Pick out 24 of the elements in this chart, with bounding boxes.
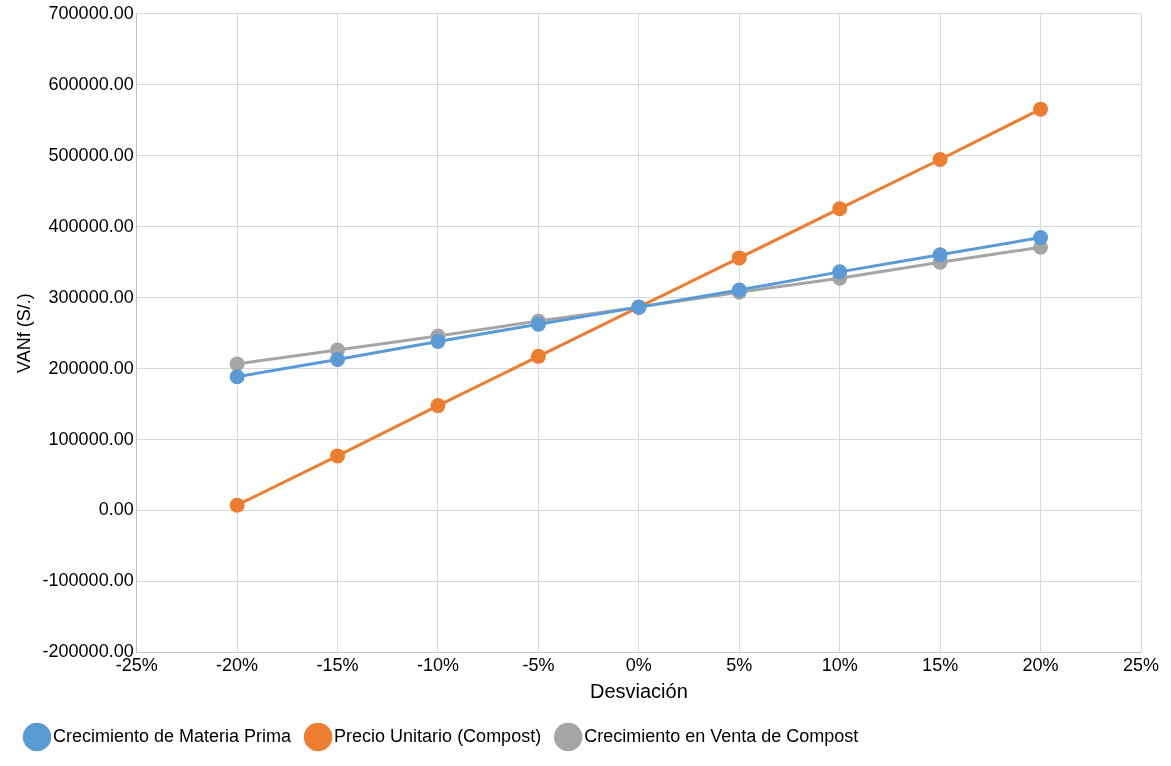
y-tick-label: 100000.00 bbox=[48, 428, 134, 449]
x-tick-label: -20% bbox=[216, 655, 259, 676]
legend-label: Crecimiento de Materia Prima bbox=[53, 725, 293, 746]
legend-label: Crecimiento en Venta de Compost bbox=[584, 725, 859, 746]
y-tick-label: 400000.00 bbox=[48, 215, 134, 236]
x-tick-label: 0% bbox=[625, 655, 652, 676]
y-tick-label: 200000.00 bbox=[48, 357, 134, 378]
x-tick-label: -15% bbox=[316, 655, 359, 676]
x-tick-label: 5% bbox=[726, 655, 753, 676]
y-tick-label: 300000.00 bbox=[48, 286, 134, 307]
x-axis-title: Desviación bbox=[589, 679, 688, 702]
x-tick-label: -10% bbox=[416, 655, 459, 676]
x-tick-label: 20% bbox=[1022, 655, 1059, 676]
y-tick-label: -100000.00 bbox=[42, 570, 134, 591]
x-tick-label: -5% bbox=[522, 655, 555, 676]
x-tick-label: 25% bbox=[1122, 655, 1160, 676]
y-axis-title: VANf (S/.) bbox=[13, 293, 34, 373]
legend-label: Precio Unitario (Compost) bbox=[334, 725, 542, 746]
x-tick-label: 15% bbox=[922, 655, 959, 676]
y-tick-label: 600000.00 bbox=[48, 73, 134, 94]
y-tick-label: 700000.00 bbox=[48, 2, 134, 23]
x-tick-label: 10% bbox=[821, 655, 858, 676]
y-tick-label: 0.00 bbox=[98, 499, 134, 520]
y-tick-label: 500000.00 bbox=[48, 144, 134, 165]
